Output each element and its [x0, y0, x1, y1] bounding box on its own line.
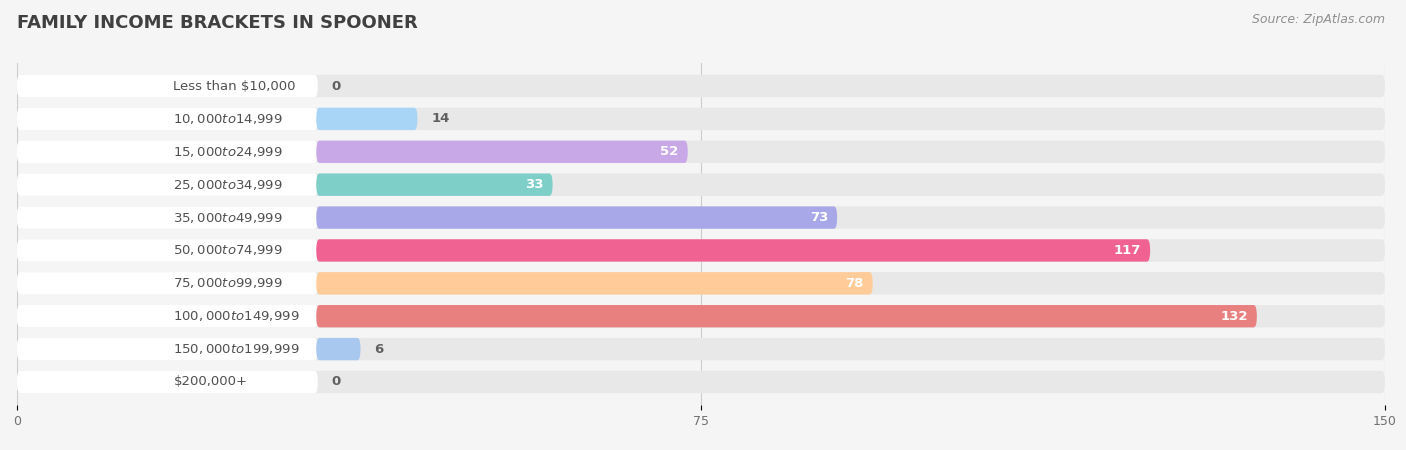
Text: 117: 117 [1114, 244, 1142, 257]
FancyBboxPatch shape [316, 140, 688, 163]
FancyBboxPatch shape [316, 108, 418, 130]
FancyBboxPatch shape [17, 174, 1385, 196]
Text: 0: 0 [332, 375, 340, 388]
FancyBboxPatch shape [316, 272, 873, 294]
FancyBboxPatch shape [17, 239, 1385, 261]
Text: $75,000 to $99,999: $75,000 to $99,999 [173, 276, 283, 290]
Text: 33: 33 [524, 178, 544, 191]
Text: $35,000 to $49,999: $35,000 to $49,999 [173, 211, 283, 225]
Text: $10,000 to $14,999: $10,000 to $14,999 [173, 112, 283, 126]
FancyBboxPatch shape [17, 338, 318, 360]
FancyBboxPatch shape [316, 239, 1150, 261]
Text: $200,000+: $200,000+ [173, 375, 247, 388]
Text: $50,000 to $74,999: $50,000 to $74,999 [173, 243, 283, 257]
FancyBboxPatch shape [17, 371, 1385, 393]
FancyBboxPatch shape [17, 207, 318, 229]
FancyBboxPatch shape [17, 207, 1385, 229]
FancyBboxPatch shape [17, 272, 1385, 294]
FancyBboxPatch shape [316, 174, 553, 196]
FancyBboxPatch shape [17, 239, 318, 261]
FancyBboxPatch shape [316, 207, 837, 229]
FancyBboxPatch shape [17, 108, 318, 130]
Text: 52: 52 [661, 145, 679, 158]
FancyBboxPatch shape [17, 305, 1385, 328]
Text: FAMILY INCOME BRACKETS IN SPOONER: FAMILY INCOME BRACKETS IN SPOONER [17, 14, 418, 32]
Text: $150,000 to $199,999: $150,000 to $199,999 [173, 342, 299, 356]
Text: $100,000 to $149,999: $100,000 to $149,999 [173, 309, 299, 323]
FancyBboxPatch shape [17, 174, 318, 196]
Text: 73: 73 [810, 211, 828, 224]
FancyBboxPatch shape [316, 338, 360, 360]
FancyBboxPatch shape [17, 140, 1385, 163]
Text: 6: 6 [374, 342, 384, 356]
FancyBboxPatch shape [17, 140, 318, 163]
Text: 14: 14 [432, 112, 450, 126]
FancyBboxPatch shape [17, 75, 318, 97]
FancyBboxPatch shape [17, 75, 1385, 97]
Text: Less than $10,000: Less than $10,000 [173, 80, 295, 93]
FancyBboxPatch shape [17, 305, 318, 328]
FancyBboxPatch shape [17, 272, 318, 294]
Text: 132: 132 [1220, 310, 1247, 323]
Text: $25,000 to $34,999: $25,000 to $34,999 [173, 178, 283, 192]
Text: 78: 78 [845, 277, 863, 290]
Text: $15,000 to $24,999: $15,000 to $24,999 [173, 145, 283, 159]
FancyBboxPatch shape [17, 108, 1385, 130]
FancyBboxPatch shape [17, 338, 1385, 360]
FancyBboxPatch shape [316, 305, 1257, 328]
Text: Source: ZipAtlas.com: Source: ZipAtlas.com [1251, 14, 1385, 27]
FancyBboxPatch shape [17, 371, 318, 393]
Text: 0: 0 [332, 80, 340, 93]
